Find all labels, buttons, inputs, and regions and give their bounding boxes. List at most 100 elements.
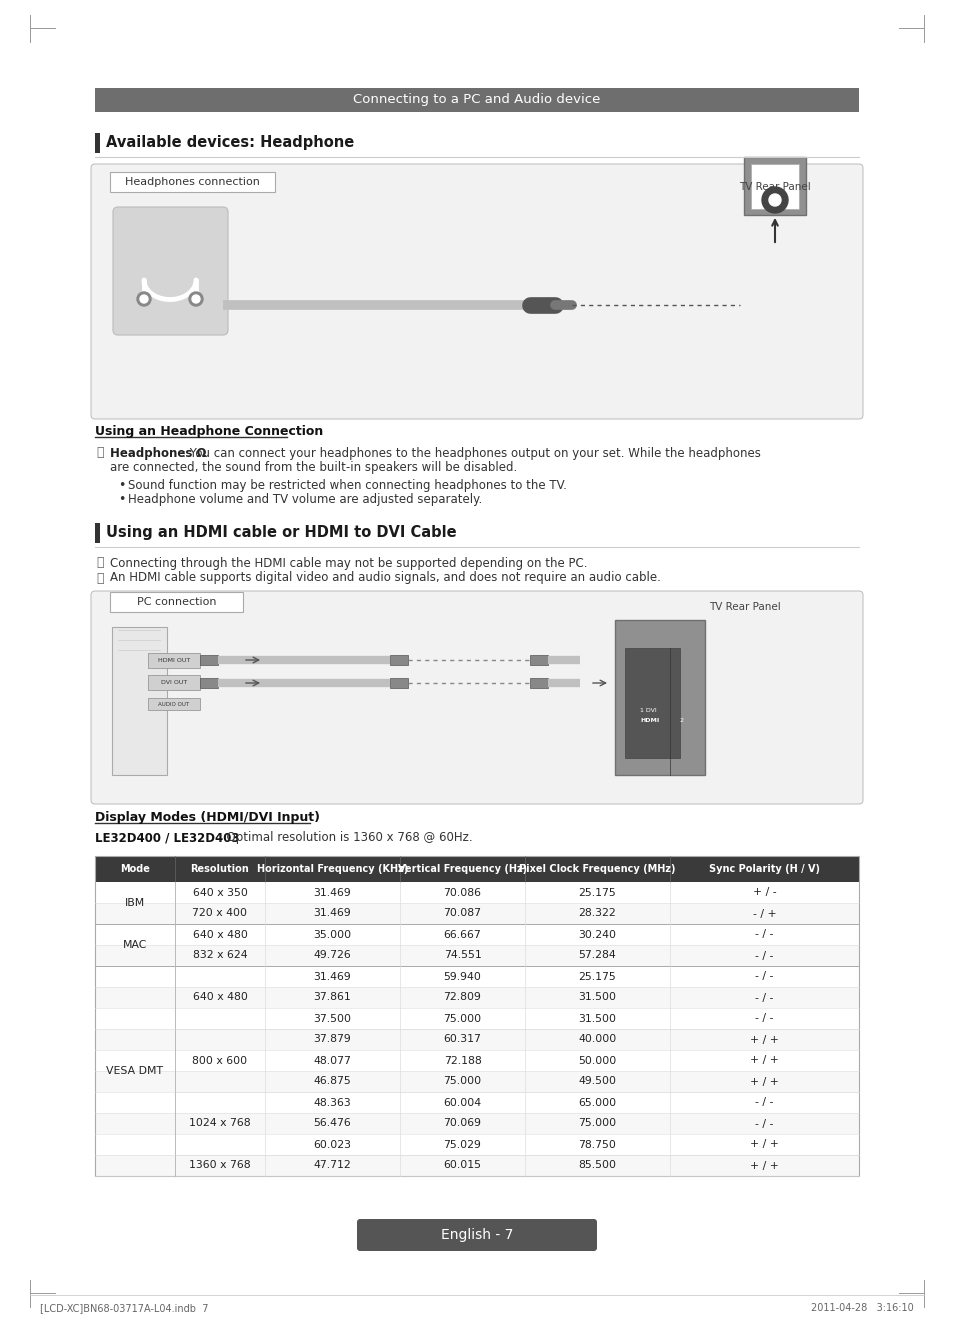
- Bar: [743, 157, 805, 215]
- Text: 49.726: 49.726: [314, 951, 351, 960]
- Text: 1024 x 768: 1024 x 768: [189, 1119, 251, 1128]
- Text: + / +: + / +: [749, 1055, 778, 1066]
- Text: HDMI OUT: HDMI OUT: [157, 658, 190, 663]
- Text: Vertical Frequency (Hz): Vertical Frequency (Hz): [397, 864, 526, 875]
- Text: 25.175: 25.175: [578, 971, 616, 982]
- Bar: [110, 172, 274, 192]
- Text: - / -: - / -: [755, 1098, 773, 1107]
- Text: Headphones connection: Headphones connection: [125, 177, 259, 188]
- Bar: [530, 678, 547, 688]
- Bar: [95, 89, 858, 112]
- Text: 800 x 600: 800 x 600: [193, 1055, 247, 1066]
- Text: 74.551: 74.551: [443, 951, 481, 960]
- Text: - / -: - / -: [755, 1119, 773, 1128]
- Circle shape: [768, 194, 781, 206]
- FancyBboxPatch shape: [91, 164, 862, 419]
- Bar: [95, 856, 858, 882]
- Text: 70.086: 70.086: [443, 888, 481, 897]
- Text: 60.317: 60.317: [443, 1034, 481, 1045]
- Text: 46.875: 46.875: [314, 1077, 351, 1086]
- Bar: [95, 1071, 858, 1092]
- Text: Using an HDMI cable or HDMI to DVI Cable: Using an HDMI cable or HDMI to DVI Cable: [106, 526, 456, 540]
- Text: 70.069: 70.069: [443, 1119, 481, 1128]
- Bar: [390, 678, 408, 688]
- Bar: [615, 620, 704, 775]
- Text: 57.284: 57.284: [578, 951, 616, 960]
- Text: 1360 x 768: 1360 x 768: [189, 1161, 251, 1170]
- Bar: [95, 1155, 858, 1176]
- Text: 60.015: 60.015: [443, 1161, 481, 1170]
- Text: 31.469: 31.469: [314, 971, 351, 982]
- Text: - / +: - / +: [752, 909, 776, 918]
- Text: English - 7: English - 7: [440, 1229, 513, 1242]
- Text: 65.000: 65.000: [578, 1098, 616, 1107]
- Text: TV Rear Panel: TV Rear Panel: [708, 602, 781, 612]
- Text: 48.077: 48.077: [314, 1055, 351, 1066]
- Text: 31.500: 31.500: [578, 1013, 616, 1024]
- Text: 37.879: 37.879: [314, 1034, 351, 1045]
- Text: 640 x 480: 640 x 480: [193, 930, 247, 939]
- Text: 37.861: 37.861: [314, 992, 351, 1003]
- Text: TV Rear Panel: TV Rear Panel: [739, 182, 810, 192]
- Circle shape: [137, 292, 151, 306]
- Text: 720 x 400: 720 x 400: [193, 909, 247, 918]
- Text: are connected, the sound from the built-in speakers will be disabled.: are connected, the sound from the built-…: [110, 461, 517, 473]
- Bar: [95, 882, 858, 904]
- Bar: [624, 649, 679, 758]
- Text: Headphone volume and TV volume are adjusted separately.: Headphone volume and TV volume are adjus…: [128, 494, 482, 506]
- FancyBboxPatch shape: [112, 207, 228, 336]
- Text: PC connection: PC connection: [137, 597, 216, 608]
- Text: 31.469: 31.469: [314, 888, 351, 897]
- Text: Connecting through the HDMI cable may not be supported depending on the PC.: Connecting through the HDMI cable may no…: [110, 556, 587, 569]
- Text: 2: 2: [679, 717, 683, 723]
- Text: Horizontal Frequency (KHz): Horizontal Frequency (KHz): [256, 864, 408, 875]
- Text: + / +: + / +: [749, 1161, 778, 1170]
- FancyBboxPatch shape: [356, 1219, 597, 1251]
- Text: •: •: [118, 494, 125, 506]
- Text: Sound function may be restricted when connecting headphones to the TV.: Sound function may be restricted when co…: [128, 478, 566, 491]
- Text: HDMI: HDMI: [639, 717, 659, 723]
- Bar: [95, 1092, 858, 1114]
- Bar: [95, 945, 858, 966]
- Text: ⎓: ⎓: [96, 446, 103, 460]
- Text: Available devices: Headphone: Available devices: Headphone: [106, 136, 354, 151]
- Text: : Optimal resolution is 1360 x 768 @ 60Hz.: : Optimal resolution is 1360 x 768 @ 60H…: [214, 831, 472, 844]
- Text: + / -: + / -: [752, 888, 776, 897]
- Text: ⎓: ⎓: [96, 572, 103, 584]
- Text: 31.469: 31.469: [314, 909, 351, 918]
- Text: 25.175: 25.175: [578, 888, 616, 897]
- Text: Display Modes (HDMI/DVI Input): Display Modes (HDMI/DVI Input): [95, 811, 319, 824]
- Text: Sync Polarity (H / V): Sync Polarity (H / V): [708, 864, 820, 875]
- Text: 75.029: 75.029: [443, 1140, 481, 1149]
- Text: IBM: IBM: [125, 898, 145, 908]
- Text: 31.500: 31.500: [578, 992, 616, 1003]
- Text: •: •: [118, 478, 125, 491]
- Text: 75.000: 75.000: [443, 1013, 481, 1024]
- Text: - / -: - / -: [755, 971, 773, 982]
- Bar: [95, 856, 858, 1176]
- Bar: [95, 133, 100, 153]
- Bar: [390, 655, 408, 664]
- Bar: [95, 1029, 858, 1050]
- Text: - / -: - / -: [755, 930, 773, 939]
- Circle shape: [189, 292, 203, 306]
- Text: 70.087: 70.087: [443, 909, 481, 918]
- Bar: [112, 627, 167, 775]
- Bar: [148, 653, 200, 668]
- Text: Resolution: Resolution: [191, 864, 249, 875]
- Bar: [95, 966, 858, 987]
- Text: 72.188: 72.188: [443, 1055, 481, 1066]
- Text: 37.500: 37.500: [314, 1013, 351, 1024]
- Text: 640 x 350: 640 x 350: [193, 888, 247, 897]
- Text: MAC: MAC: [123, 941, 147, 950]
- Text: 72.809: 72.809: [443, 992, 481, 1003]
- Text: 48.363: 48.363: [314, 1098, 351, 1107]
- Text: 78.750: 78.750: [578, 1140, 616, 1149]
- Bar: [95, 1008, 858, 1029]
- Text: Headphones Ω: Headphones Ω: [110, 446, 206, 460]
- Text: ⎓: ⎓: [96, 556, 103, 569]
- Bar: [530, 655, 547, 664]
- Text: 30.240: 30.240: [578, 930, 616, 939]
- Bar: [95, 523, 100, 543]
- Circle shape: [761, 188, 787, 213]
